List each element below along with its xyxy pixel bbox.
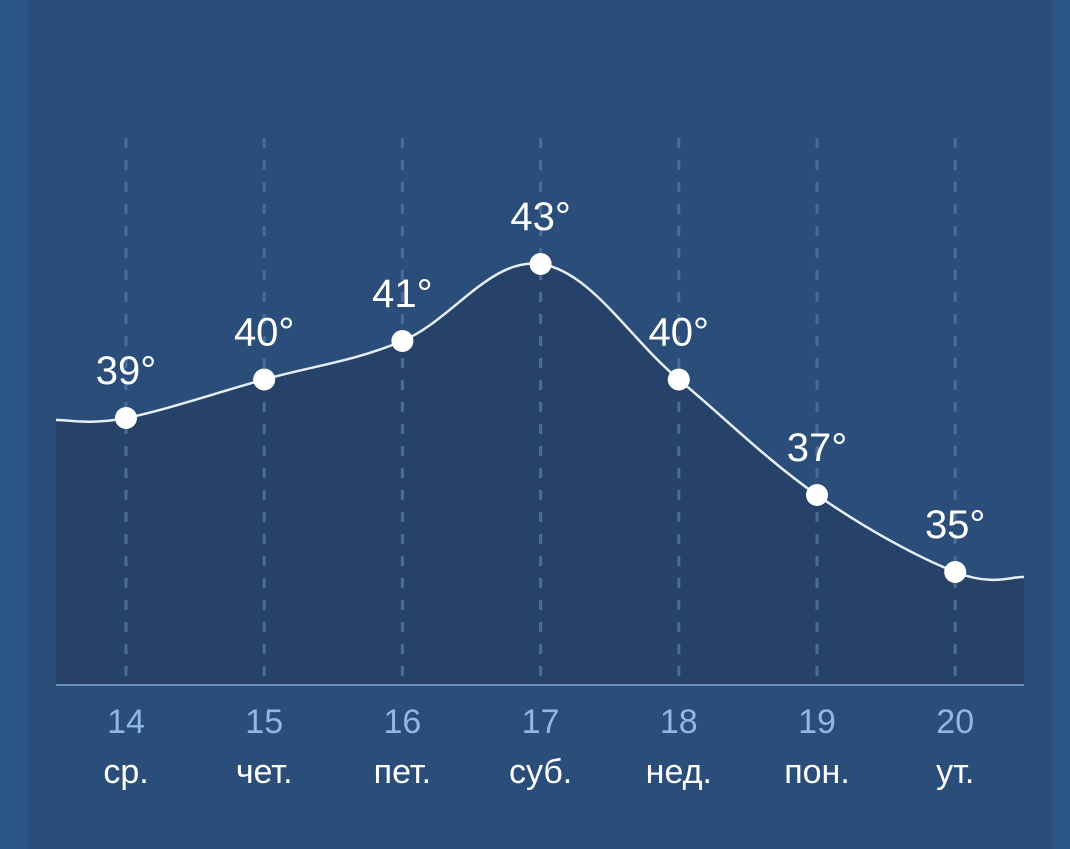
x-axis-labels: 14 ср. 15 чет. 16 пет. 17 суб. 18 нед. 19 пон. 20 ут. [103, 703, 974, 791]
data-point-20 [944, 561, 967, 583]
value-label-19: 37° [787, 426, 848, 470]
day-label-17: суб. [509, 753, 572, 791]
data-point-14 [115, 407, 137, 429]
data-point-18 [667, 368, 690, 391]
data-point-16 [391, 330, 414, 352]
day-label-16: пет. [374, 753, 431, 791]
date-label-19: 19 [798, 703, 836, 741]
date-label-14: 14 [107, 703, 145, 741]
data-point-19 [806, 484, 828, 506]
date-label-16: 16 [383, 703, 421, 741]
value-label-18: 40° [649, 311, 710, 355]
data-point-17 [529, 253, 552, 275]
date-label-20: 20 [936, 703, 974, 741]
value-label-14: 39° [96, 349, 157, 393]
day-label-15: чет. [236, 753, 293, 791]
value-label-16: 41° [372, 272, 433, 316]
data-point-15 [253, 368, 276, 391]
date-label-15: 15 [245, 703, 283, 741]
value-label-17: 43° [510, 195, 571, 239]
date-label-17: 17 [522, 703, 560, 741]
value-labels: 39° 40° 41° 43° 40° 37° 35° [96, 195, 986, 547]
day-label-19: пон. [784, 753, 850, 791]
day-label-18: нед. [646, 753, 712, 791]
value-label-15: 40° [234, 311, 295, 355]
date-label-18: 18 [660, 703, 698, 741]
day-label-20: ут. [936, 753, 974, 791]
value-label-20: 35° [925, 503, 986, 547]
data-points [115, 253, 967, 583]
day-label-14: ср. [103, 753, 148, 791]
